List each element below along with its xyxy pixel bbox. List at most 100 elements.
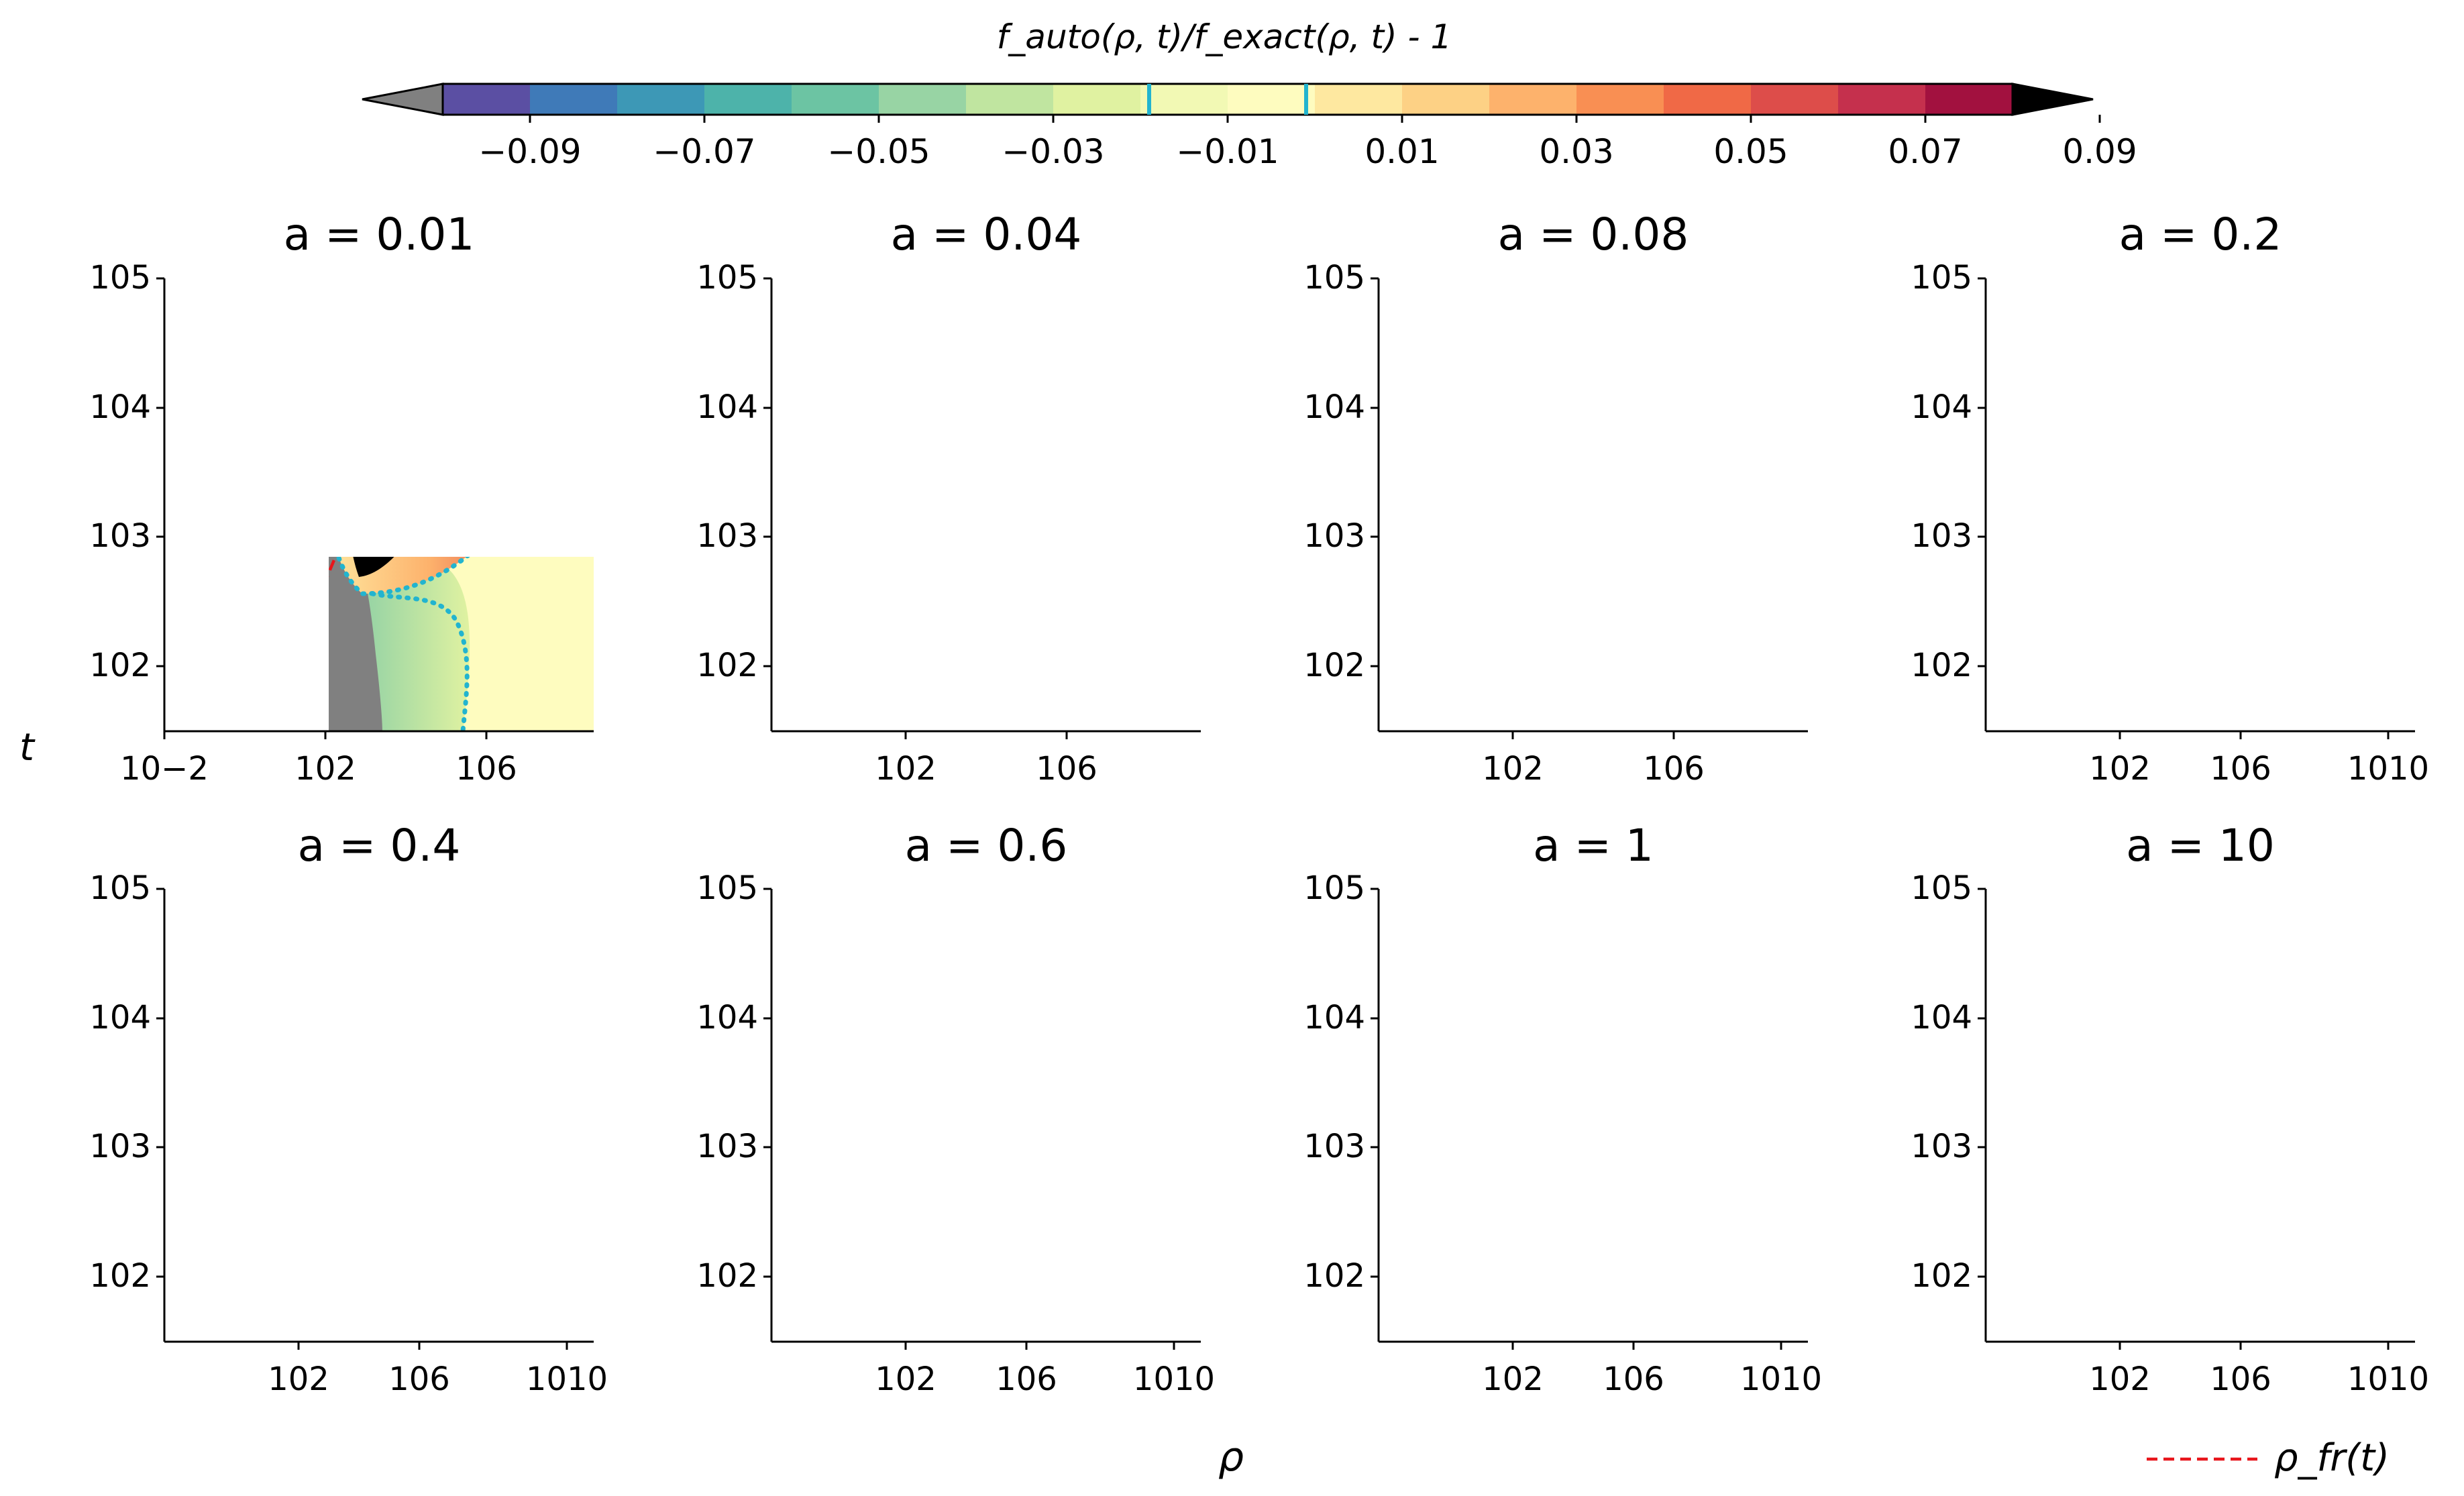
colorbar-level-swatch: [792, 84, 879, 115]
positive-region: [1499, 484, 1647, 654]
over-region: [2130, 602, 2162, 657]
contour-field: [771, 278, 1201, 731]
colorbar-level-swatch: [1751, 84, 1839, 115]
fr-line: [2103, 889, 2341, 1342]
panel-title: a = 0.4: [298, 820, 461, 871]
colorbar-level-swatch: [1140, 84, 1228, 115]
x-tick-label: 1010: [526, 1360, 608, 1398]
y-tick-label: 105: [1303, 259, 1365, 297]
under-region: [852, 1305, 906, 1342]
negative-region: [2036, 657, 2208, 731]
panel-a-10: a = 10 105 104 103 102 102 106 1010: [1911, 820, 2429, 1398]
negative-region: [218, 1281, 359, 1342]
contour-field: [329, 557, 594, 734]
colorbar-over-extension: [2011, 83, 2094, 116]
panel-title: a = 0.6: [905, 820, 1068, 871]
contour-line: [916, 1238, 946, 1285]
colorbar-level-swatch: [1489, 84, 1577, 115]
negative-region: [2046, 1254, 2170, 1342]
colorbar-tick-label: 0.03: [1539, 132, 1613, 171]
over-region: [1519, 526, 1584, 634]
x-tick-label: 1010: [2347, 1360, 2429, 1398]
colorbar-level-swatch: [704, 84, 792, 115]
x-tick-label: 106: [996, 1360, 1057, 1398]
over-region: [353, 557, 394, 577]
contour-line: [901, 447, 1081, 627]
x-tick-label: 102: [1482, 1360, 1544, 1398]
colorbar-tick-label: 0.05: [1713, 132, 1788, 171]
y-tick-label: 103: [89, 517, 151, 555]
contour-line: [828, 1291, 932, 1342]
y-tick-label: 103: [696, 1128, 758, 1165]
x-tick-label: 1010: [1133, 1360, 1215, 1398]
colorbar-tick-label: 0.09: [2062, 132, 2137, 171]
colorbar-tick-label: −0.01: [1176, 132, 1279, 171]
x-tick-label: 102: [2089, 1360, 2151, 1398]
axes-frame: [156, 888, 594, 1350]
panel-a-0.01: a = 0.01 105 104 103 102 10−2: [89, 209, 594, 788]
contour-line: [218, 1281, 305, 1342]
colorbar: f_auto(ρ, t)/f_exact(ρ, t) - 1 −0.09 −0.0…: [362, 17, 2137, 171]
colorbar-tick-label: −0.09: [478, 132, 581, 171]
colorbar-tick-label: 0.07: [1888, 132, 1962, 171]
colorbar-level-swatch: [617, 84, 705, 115]
contour-field: [164, 889, 594, 1342]
contour-line: [309, 1308, 359, 1342]
contour-line: [284, 1190, 360, 1287]
y-tick-label: 103: [1911, 517, 1972, 555]
colorbar-levels: [443, 84, 2013, 115]
x-tick-label: 102: [2089, 750, 2151, 788]
y-tick-label: 104: [1911, 999, 1972, 1036]
axes-frame: [1978, 888, 2415, 1350]
axes-frame: [1371, 277, 1808, 739]
y-tick-label: 102: [1303, 1257, 1365, 1295]
under-region: [1472, 1320, 1517, 1342]
negative-region: [1439, 1278, 1550, 1342]
contour-line: [953, 627, 1046, 731]
x-tick-label: 106: [456, 750, 517, 788]
colorbar-tick-label: 0.01: [1364, 132, 1439, 171]
colorbar-level-swatch: [1053, 84, 1141, 115]
colorbar-under-extension: [362, 83, 444, 116]
colorbar-label: f_auto(ρ, t)/f_exact(ρ, t) - 1: [997, 17, 1452, 56]
colorbar-level-swatch: [879, 84, 967, 115]
over-region: [918, 475, 1004, 607]
colorbar-level-swatch: [1228, 84, 1316, 115]
panel-title: a = 0.01: [284, 209, 475, 260]
colorbar-tick-label: −0.05: [827, 132, 930, 171]
colorbar-level-swatch: [1838, 84, 1926, 115]
axes-frame: [156, 277, 594, 739]
x-tick-label: 106: [1603, 1360, 1664, 1398]
y-tick-label: 102: [89, 647, 151, 684]
fr-line: [886, 889, 1127, 1342]
y-tick-label: 103: [696, 517, 758, 555]
fr-line: [1493, 278, 1734, 731]
y-tick-label: 105: [89, 259, 151, 297]
legend-label: ρ_fr(t): [2274, 1436, 2390, 1480]
axes-frame: [763, 888, 1201, 1350]
y-tick-label: 105: [1911, 259, 1972, 297]
positive-region: [901, 447, 1081, 627]
y-tick-label: 103: [89, 1128, 151, 1165]
y-tick-label: 105: [696, 869, 758, 907]
contour-line: [1543, 654, 1625, 731]
under-region: [329, 557, 382, 731]
colorbar-level-swatch: [1576, 84, 1664, 115]
axes-frame: [1978, 277, 2415, 739]
y-tick-label: 102: [1911, 647, 1972, 684]
colorbar-level-swatch: [1315, 84, 1403, 115]
negative-region: [828, 1291, 932, 1342]
panel-a-0.2: a = 0.2 105 104 103 102 102: [1911, 209, 2429, 788]
positive-region: [916, 1238, 946, 1285]
contour-line: [2036, 657, 2140, 731]
y-tick-label: 104: [89, 999, 151, 1036]
y-axis-label: t: [19, 726, 36, 769]
y-tick-label: 105: [1303, 869, 1365, 907]
negative-region: [822, 586, 1048, 731]
panel-title: a = 0.2: [2119, 209, 2282, 260]
panel-a-0.6: a = 0.6 105 104 103 102 102 106 101: [696, 820, 1215, 1398]
y-tick-label: 104: [89, 388, 151, 426]
x-tick-label: 106: [388, 1360, 450, 1398]
colorbar-tick-label: −0.07: [653, 132, 755, 171]
